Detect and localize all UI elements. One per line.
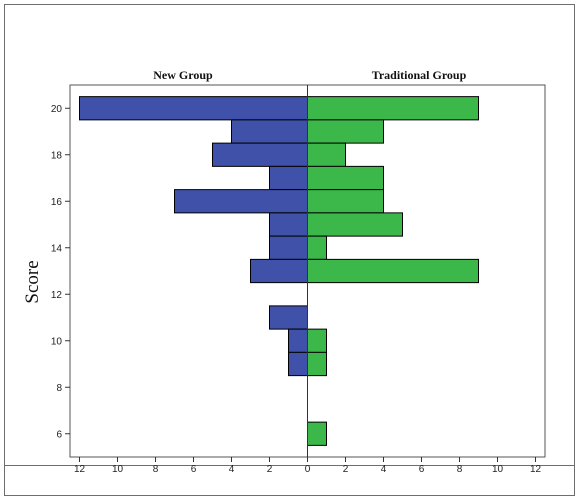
new-group-bar-score-18	[212, 142, 308, 167]
x-tick-label-0: 12	[74, 464, 86, 475]
traditional-group-bar-score-14	[307, 235, 327, 260]
x-tick-label-4: 4	[229, 464, 235, 475]
traditional-group-bar-score-20	[307, 96, 479, 121]
new-group-bar-score-9	[288, 351, 308, 377]
x-tick-label-9: 6	[419, 464, 425, 475]
y-tick-label-16: 16	[51, 197, 63, 208]
traditional-group-bar-score-13	[307, 258, 479, 284]
new-group-bar-score-19	[231, 119, 308, 144]
traditional-group-bar-score-17	[307, 165, 384, 191]
traditional-group-bar-score-9	[307, 351, 327, 377]
y-tick-label-8: 8	[56, 383, 62, 394]
new-group-bar-score-16	[174, 189, 308, 214]
x-tick-label-1: 10	[112, 464, 124, 475]
x-tick-label-7: 2	[343, 464, 349, 475]
y-tick-label-6: 6	[56, 429, 62, 440]
x-tick-label-12: 12	[530, 464, 542, 475]
new-group-bar-score-11	[269, 305, 308, 330]
traditional-group-bar-score-16	[307, 189, 384, 214]
x-tick-label-3: 6	[191, 464, 197, 475]
x-tick-label-10: 8	[457, 464, 463, 475]
x-tick-label-2: 8	[153, 464, 159, 475]
new-group-bar-score-20	[79, 96, 308, 121]
x-tick-label-11: 10	[492, 464, 504, 475]
new-group-bar-score-14	[269, 235, 308, 260]
traditional-group-bar-score-10	[307, 328, 327, 353]
traditional-group-bar-score-6	[307, 421, 327, 446]
y-tick-label-14: 14	[51, 243, 63, 254]
x-tick-label-6: 0	[305, 464, 311, 475]
new-group-bar-score-15	[269, 212, 308, 237]
y-tick-label-20: 20	[51, 104, 63, 115]
traditional-group-bar-score-15	[307, 212, 403, 237]
figure-bottom-rule	[4, 465, 575, 466]
new-group-bar-score-17	[269, 165, 308, 191]
x-tick-label-8: 4	[381, 464, 387, 475]
y-tick-label-10: 10	[51, 336, 63, 347]
figure-frame	[4, 4, 575, 496]
new-group-bar-score-10	[288, 328, 308, 353]
left-panel-title: New Group	[153, 68, 213, 82]
y-tick-label-18: 18	[51, 150, 63, 161]
right-panel-title: Traditional Group	[372, 68, 467, 82]
x-tick-label-5: 2	[267, 464, 273, 475]
y-axis-label: Score	[22, 260, 43, 303]
y-tick-label-12: 12	[51, 290, 63, 301]
traditional-group-bar-score-18	[307, 142, 346, 167]
new-group-bar-score-13	[250, 258, 308, 284]
traditional-group-bar-score-19	[307, 119, 384, 144]
